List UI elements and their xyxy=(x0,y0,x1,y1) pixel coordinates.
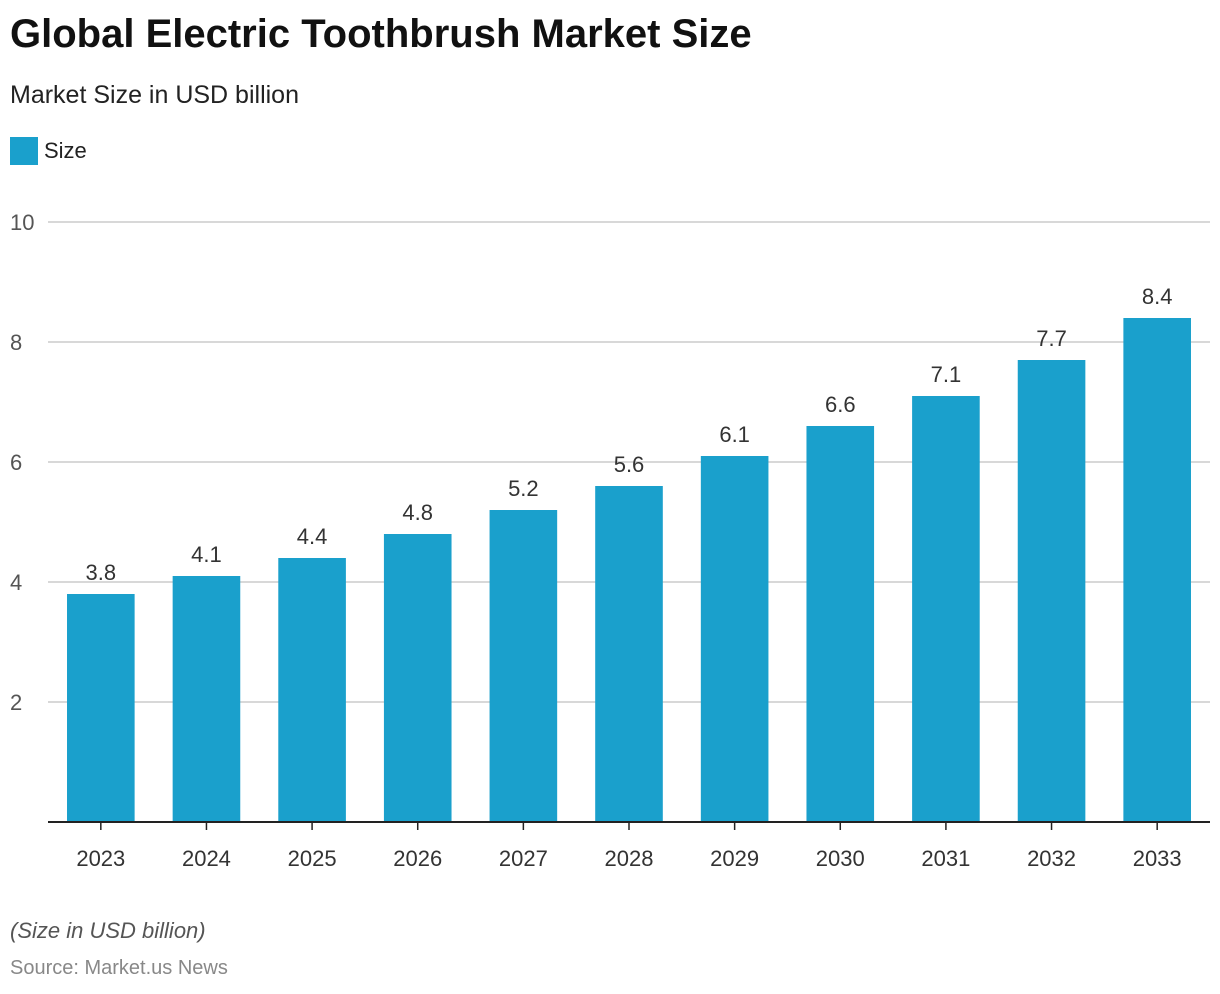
bar xyxy=(383,534,452,822)
legend-label: Size xyxy=(44,138,87,163)
data-label: 4.1 xyxy=(191,542,222,567)
bar xyxy=(1123,318,1191,822)
data-label: 6.6 xyxy=(825,392,856,417)
footnote: (Size in USD billion) xyxy=(10,918,206,943)
x-tick-label: 2031 xyxy=(921,846,970,871)
data-label: 5.6 xyxy=(614,452,645,477)
bar xyxy=(806,426,875,822)
bar xyxy=(1017,360,1086,822)
x-tick-label: 2028 xyxy=(605,846,654,871)
x-tick-label: 2029 xyxy=(710,846,759,871)
chart-subtitle: Market Size in USD billion xyxy=(10,81,299,109)
x-tick-label: 2023 xyxy=(76,846,125,871)
legend-swatch xyxy=(10,137,38,165)
data-label: 7.7 xyxy=(1036,326,1067,351)
y-tick-label: 4 xyxy=(10,570,22,595)
bar xyxy=(912,396,980,822)
axes: 2 4 6 8 10 2023 2024 2025 2026 2027 2028 2029 2030 20… xyxy=(10,210,1210,871)
data-label: 3.8 xyxy=(86,560,117,585)
x-tick-label: 2030 xyxy=(816,846,865,871)
bar xyxy=(700,456,769,822)
y-tick-label: 8 xyxy=(10,330,22,355)
x-tick-label: 2033 xyxy=(1133,846,1182,871)
bar xyxy=(489,510,558,822)
data-labels: 3.8 4.1 4.4 4.8 5.2 5.6 6.1 6.6 7.1 7.7 8.4 xyxy=(86,284,1173,585)
x-tick-label: 2025 xyxy=(288,846,337,871)
y-tick-label: 10 xyxy=(10,210,34,235)
chart-title: Global Electric Toothbrush Market Size xyxy=(10,12,752,56)
legend: Size xyxy=(10,137,87,165)
x-tick-label: 2024 xyxy=(182,846,231,871)
y-tick-label: 6 xyxy=(10,450,22,475)
x-tick-label: 2026 xyxy=(393,846,442,871)
bars xyxy=(67,318,1191,822)
y-tick-label: 2 xyxy=(10,690,22,715)
data-label: 4.8 xyxy=(402,500,433,525)
data-label: 6.1 xyxy=(719,422,750,447)
data-label: 7.1 xyxy=(931,362,962,387)
data-label: 8.4 xyxy=(1142,284,1173,309)
bar xyxy=(67,594,135,822)
bar xyxy=(172,576,241,822)
x-tick-label: 2027 xyxy=(499,846,548,871)
data-label: 5.2 xyxy=(508,476,539,501)
bar xyxy=(595,486,663,822)
data-label: 4.4 xyxy=(297,524,328,549)
bar xyxy=(278,558,346,822)
source-note: Source: Market.us News xyxy=(10,957,228,979)
x-tick-label: 2032 xyxy=(1027,846,1076,871)
